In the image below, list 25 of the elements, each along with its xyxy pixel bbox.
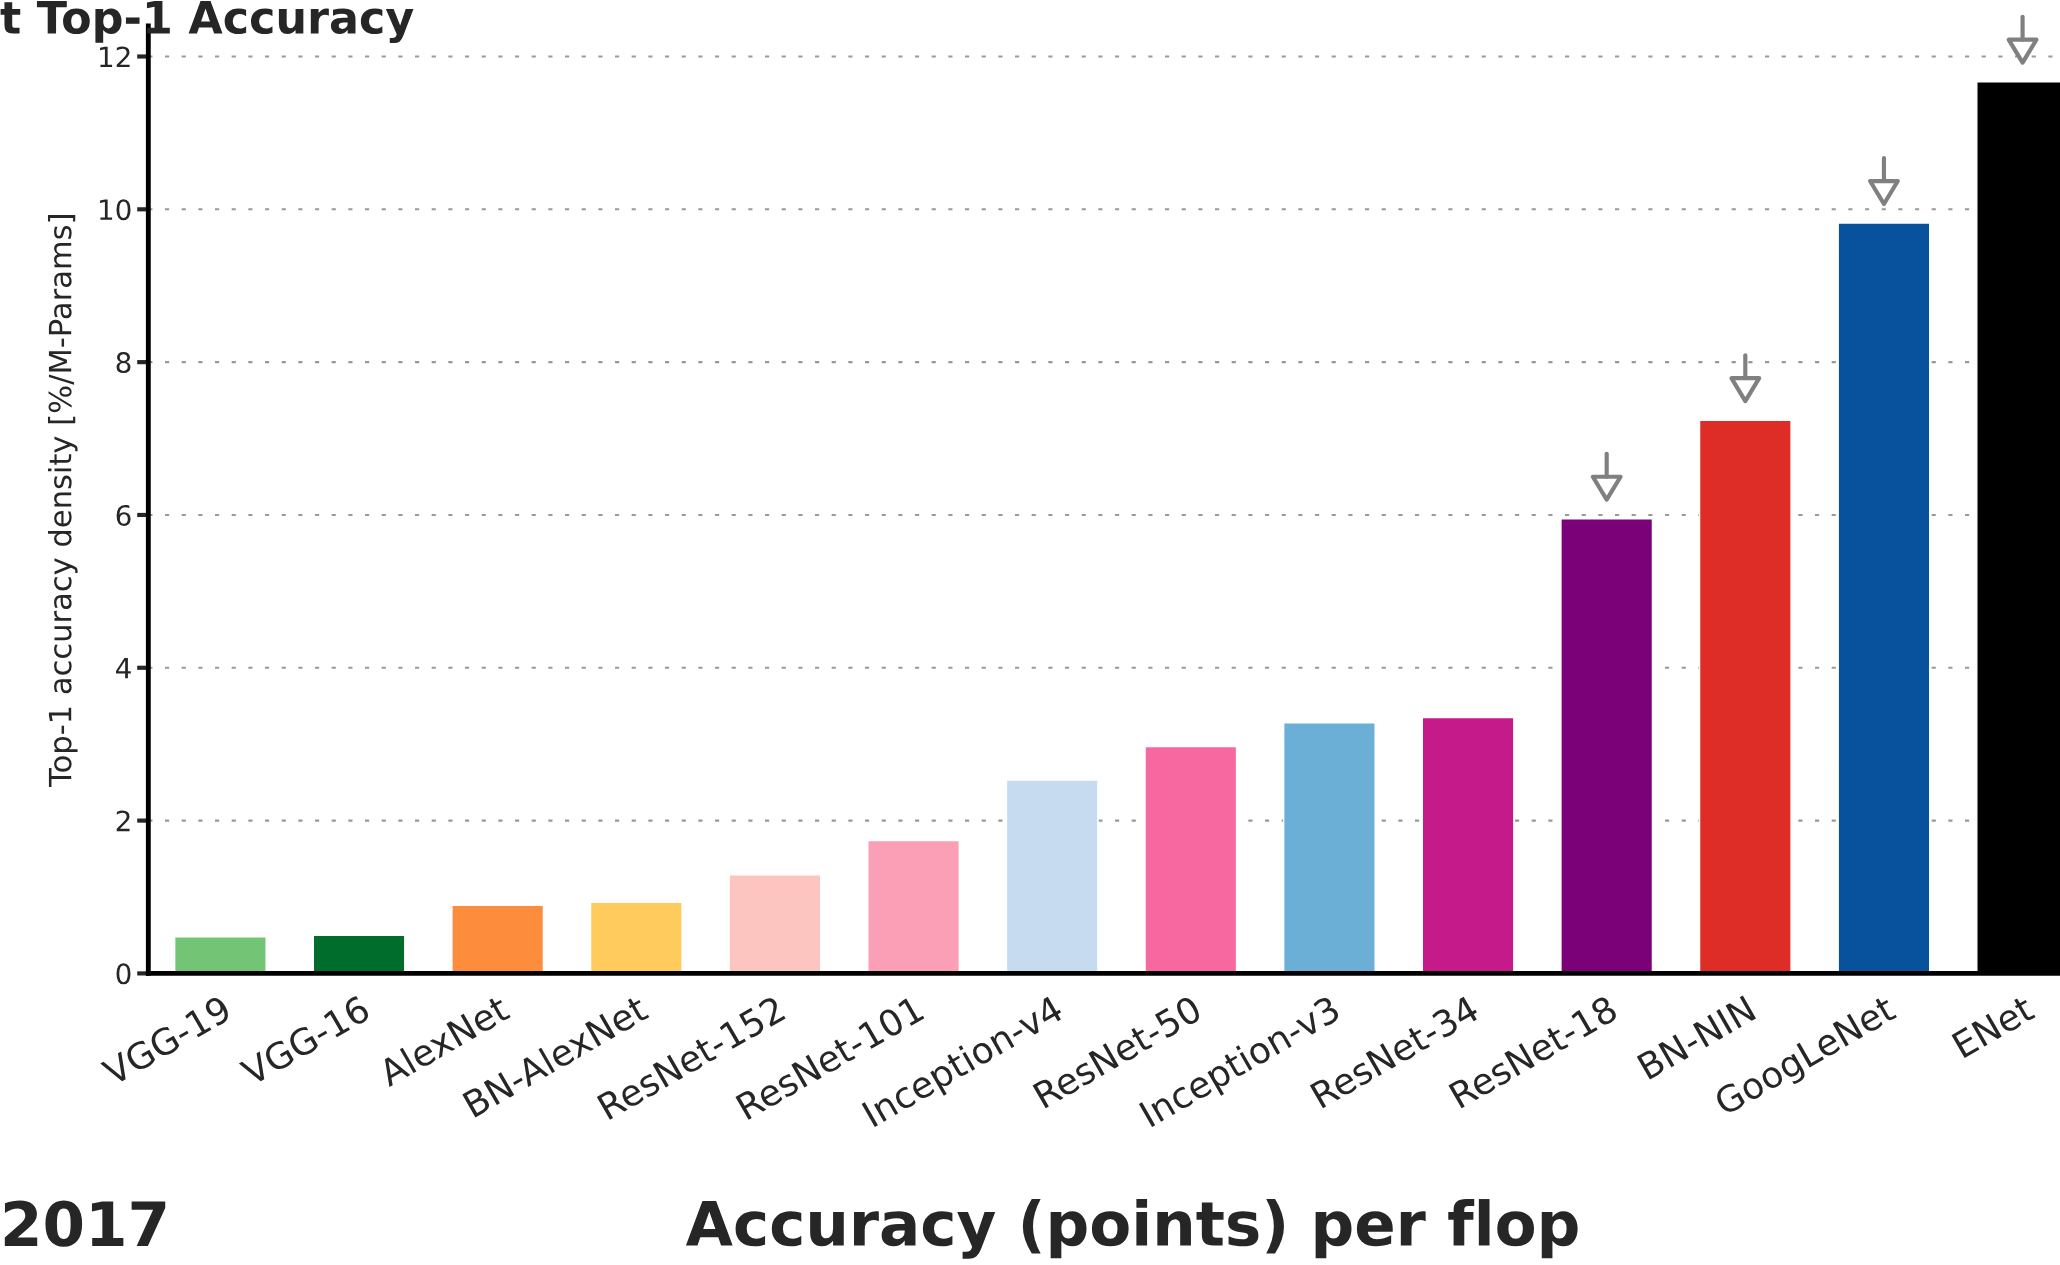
bar — [589, 901, 683, 974]
chart-title: t Top-1 Accuracy — [0, 1, 414, 44]
bar — [1698, 419, 1792, 974]
bar — [451, 904, 545, 974]
y-tick-label: 12 — [100, 46, 130, 68]
y-tick-label: 0 — [116, 963, 131, 985]
bar — [173, 936, 267, 974]
y-tick-label: 10 — [100, 199, 131, 221]
bar — [1282, 722, 1376, 974]
y-tick-label: 8 — [116, 352, 131, 374]
y-axis-title: Top-1 accuracy density [%/M-Params] — [47, 215, 78, 787]
y-tick-label: 6 — [116, 504, 131, 526]
x-tick-label: ENet — [1951, 994, 2036, 1059]
bar — [312, 934, 406, 974]
bar — [1421, 716, 1515, 974]
text: 2017 — [4, 1200, 166, 1247]
y-tick-label: 2 — [116, 810, 130, 832]
bar — [1560, 518, 1654, 974]
bar — [728, 874, 822, 974]
bar — [1144, 745, 1238, 974]
y-tick-label: 4 — [116, 658, 131, 679]
bar — [867, 839, 960, 974]
bar — [1005, 779, 1099, 974]
x-axis-title: Accuracy (points) per flop — [685, 1199, 1578, 1259]
bar — [1837, 222, 1931, 974]
